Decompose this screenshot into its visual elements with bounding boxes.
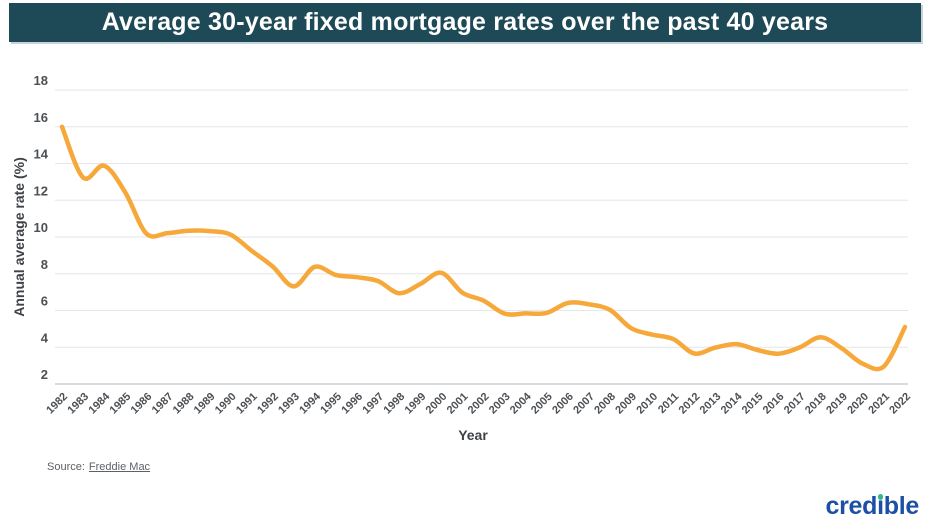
x-tick-label-1982: 1982	[44, 391, 70, 417]
x-tick-label-1986: 1986	[129, 391, 155, 417]
x-tick-label-1998: 1998	[382, 391, 408, 417]
x-tick-label-1993: 1993	[276, 391, 302, 417]
x-tick-label-1995: 1995	[318, 391, 344, 417]
x-tick-label-1984: 1984	[87, 390, 113, 416]
x-tick-label-2018: 2018	[803, 391, 829, 417]
x-tick-label-1992: 1992	[255, 391, 281, 417]
source-link[interactable]: Freddie Mac	[88, 461, 151, 473]
x-tick-label-1985: 1985	[108, 391, 134, 417]
y-tick-label-16: 16	[34, 110, 48, 125]
y-tick-label-8: 8	[41, 257, 48, 272]
gridlines	[55, 89, 908, 385]
x-tick-label-2008: 2008	[592, 391, 618, 417]
logo-text-pre: cred	[825, 492, 878, 520]
x-tick-label-2015: 2015	[740, 391, 766, 417]
x-tick-label-1990: 1990	[213, 391, 239, 417]
y-tick-label-10: 10	[34, 220, 48, 235]
x-tick-label-2007: 2007	[571, 391, 597, 417]
x-tick-label-1991: 1991	[234, 391, 260, 417]
x-tick-label-2004: 2004	[508, 390, 534, 416]
x-tick-label-2005: 2005	[529, 391, 555, 417]
x-tick-label-2011: 2011	[656, 391, 681, 416]
x-tick-label-2002: 2002	[466, 391, 492, 417]
x-tick-label-1999: 1999	[403, 391, 429, 417]
x-tick-label-1987: 1987	[150, 391, 176, 417]
chart-title-bar: Average 30-year fixed mortgage rates ove…	[9, 3, 921, 42]
x-tick-label-2012: 2012	[677, 391, 703, 417]
logo-i-dot	[877, 494, 884, 500]
x-tick-label-1983: 1983	[65, 391, 91, 417]
y-tick-label-2: 2	[41, 367, 48, 382]
source-prefix: Source:	[47, 461, 85, 473]
source-note: Source: Freddie Mac	[47, 461, 150, 473]
y-tick-label-6: 6	[41, 294, 48, 309]
x-tick-label-1989: 1989	[192, 391, 218, 417]
x-tick-label-2006: 2006	[550, 391, 576, 417]
x-tick-label-2003: 2003	[487, 391, 513, 417]
x-tick-label-2013: 2013	[698, 391, 724, 417]
logo-letter-i: i	[877, 492, 884, 520]
x-tick-label-2000: 2000	[424, 391, 450, 417]
x-axis-tick-labels: 1982198319841985198619871988198919901991…	[44, 390, 913, 416]
x-tick-label-2017: 2017	[782, 391, 808, 417]
x-tick-label-2019: 2019	[824, 391, 850, 417]
x-tick-label-2010: 2010	[634, 391, 660, 417]
y-tick-label-14: 14	[34, 147, 49, 162]
x-tick-label-1997: 1997	[360, 391, 386, 417]
x-tick-label-2021: 2021	[866, 391, 892, 417]
x-tick-label-2001: 2001	[445, 391, 471, 417]
x-tick-label-1994: 1994	[297, 390, 323, 416]
x-tick-label-1988: 1988	[171, 391, 197, 417]
rate-line	[59, 124, 908, 372]
x-tick-label-2016: 2016	[761, 391, 787, 417]
y-tick-label-4: 4	[41, 330, 49, 345]
x-tick-label-1996: 1996	[339, 391, 365, 417]
x-axis-title: Year	[458, 427, 488, 443]
y-tick-label-12: 12	[34, 183, 48, 198]
y-axis-title: Annual average rate (%)	[11, 157, 27, 317]
x-tick-label-2020: 2020	[845, 391, 871, 417]
y-tick-label-18: 18	[34, 73, 48, 88]
x-tick-label-2022: 2022	[887, 391, 913, 417]
x-tick-label-2014: 2014	[719, 390, 745, 416]
logo-text-post: ble	[883, 492, 920, 520]
chart-title: Average 30-year fixed mortgage rates ove…	[101, 8, 829, 36]
y-axis-tick-labels: 2 4 6 8 10 12 14 16 18	[34, 73, 49, 382]
x-tick-label-2009: 2009	[613, 391, 639, 417]
credible-logo: credi ble	[826, 492, 920, 521]
